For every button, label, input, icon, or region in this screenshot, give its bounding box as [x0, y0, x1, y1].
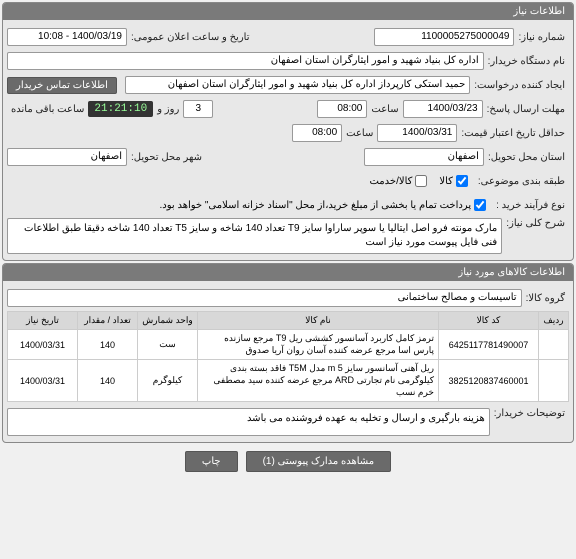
city-label: شهر محل تحویل:: [127, 152, 206, 163]
col-code: کد کالا: [439, 312, 539, 330]
col-row: ردیف: [539, 312, 569, 330]
day-label: روز و: [153, 104, 183, 115]
deadline-hour-field: 08:00: [317, 100, 367, 118]
deadline-send-label: مهلت ارسال پاسخ:: [483, 104, 569, 115]
city-field: اصفهان: [7, 148, 127, 166]
panel-header: اطلاعات نیاز: [3, 3, 573, 20]
deliver-province-field: اصفهان: [364, 148, 484, 166]
footer: مشاهده مدارک پیوستی (1) چاپ: [0, 445, 576, 478]
cell-unit: کیلوگرم: [138, 360, 198, 402]
cell-date: 1400/03/31: [8, 360, 78, 402]
goods-check-input[interactable]: [456, 175, 468, 187]
valid-date-field: 1400/03/31: [377, 124, 457, 142]
org-label: نام دستگاه خریدار:: [484, 56, 569, 67]
org-field: اداره کل بنیاد شهید و امور ایثارگران است…: [7, 52, 484, 70]
cell-qty: 140: [78, 330, 138, 360]
buyer-notes-field: هزینه بارگیری و ارسال و تخلیه به عهده فر…: [7, 408, 490, 436]
col-unit: واحد شمارش: [138, 312, 198, 330]
goods-checkbox[interactable]: کالا: [439, 175, 468, 187]
table-row: 6425117781490007 ترمز کامل کاربرد آسانسو…: [8, 330, 569, 360]
service-checkbox[interactable]: کالا/خدمت: [369, 175, 427, 187]
group-field: تاسیسات و مصالح ساختمانی: [7, 289, 522, 307]
budget-label: طبقه بندی موضوعی:: [474, 176, 569, 187]
desc-label: شرح کلی نیاز:: [502, 218, 569, 229]
cell-name: ریل آهنی آسانسور سایز m 5 مدل T5M فاقد ب…: [198, 360, 439, 402]
purchase-check-input[interactable]: [474, 199, 486, 211]
announce-label: تاریخ و ساعت اعلان عمومی:: [127, 32, 254, 43]
cell-code: 6425117781490007: [439, 330, 539, 360]
service-check-input[interactable]: [415, 175, 427, 187]
need-no-field: 1100005275000049: [374, 28, 514, 46]
cell-date: 1400/03/31: [8, 330, 78, 360]
buyer-notes-label: توضیحات خریدار:: [490, 408, 569, 419]
goods-check-label: کالا: [439, 176, 453, 187]
deliver-label: استان محل تحویل:: [484, 152, 569, 163]
need-no-label: شماره نیاز:: [514, 32, 569, 43]
cell-row: [539, 360, 569, 402]
service-check-label: کالا/خدمت: [369, 176, 412, 187]
need-info-panel: اطلاعات نیاز شماره نیاز: 110000527500004…: [2, 2, 574, 261]
contact-buyer-button[interactable]: اطلاعات تماس خریدار: [7, 77, 117, 94]
col-date: تاریخ نیاز: [8, 312, 78, 330]
purchase-type-label: نوع فرآیند خرید :: [492, 200, 569, 211]
items-table: ردیف کد کالا نام کالا واحد شمارش تعداد /…: [7, 311, 569, 402]
purchase-note: پرداخت تمام یا بخشی از مبلغ خرید،از محل …: [160, 200, 472, 211]
col-name: نام کالا: [198, 312, 439, 330]
hour-label: ساعت: [367, 104, 402, 115]
deadline-date-field: 1400/03/23: [403, 100, 483, 118]
cell-name: ترمز کامل کاربرد آسانسور کششی ریل T9 مرج…: [198, 330, 439, 360]
valid-hour-label: ساعت: [342, 128, 377, 139]
days-field: 3: [183, 100, 213, 118]
valid-label: حداقل تاریخ اعتبار قیمت:: [457, 128, 569, 139]
cell-unit: ست: [138, 330, 198, 360]
desc-field: مارک مونته فرو اصل ایتالیا یا سوپر ساراو…: [7, 218, 502, 254]
items-header: اطلاعات کالاهای مورد نیاز: [3, 264, 573, 281]
attachments-button[interactable]: مشاهده مدارک پیوستی (1): [246, 451, 392, 472]
col-qty: تعداد / مقدار: [78, 312, 138, 330]
purchase-checkbox[interactable]: پرداخت تمام یا بخشی از مبلغ خرید،از محل …: [160, 199, 487, 211]
group-label: گروه کالا:: [522, 293, 569, 304]
countdown-timer: 21:21:10: [88, 101, 153, 117]
items-panel: اطلاعات کالاهای مورد نیاز گروه کالا: تاس…: [2, 263, 574, 443]
cell-row: [539, 330, 569, 360]
creator-field: حمید استکی کارپرداز اداره کل بنیاد شهید …: [125, 76, 470, 94]
cell-qty: 140: [78, 360, 138, 402]
creator-label: ایجاد کننده درخواست:: [470, 80, 569, 91]
remain-label: ساعت باقی مانده: [7, 104, 88, 115]
table-row: 3825120837460001 ریل آهنی آسانسور سایز m…: [8, 360, 569, 402]
print-button[interactable]: چاپ: [185, 451, 238, 472]
announce-field: 1400/03/19 - 10:08: [7, 28, 127, 46]
cell-code: 3825120837460001: [439, 360, 539, 402]
valid-hour-field: 08:00: [292, 124, 342, 142]
